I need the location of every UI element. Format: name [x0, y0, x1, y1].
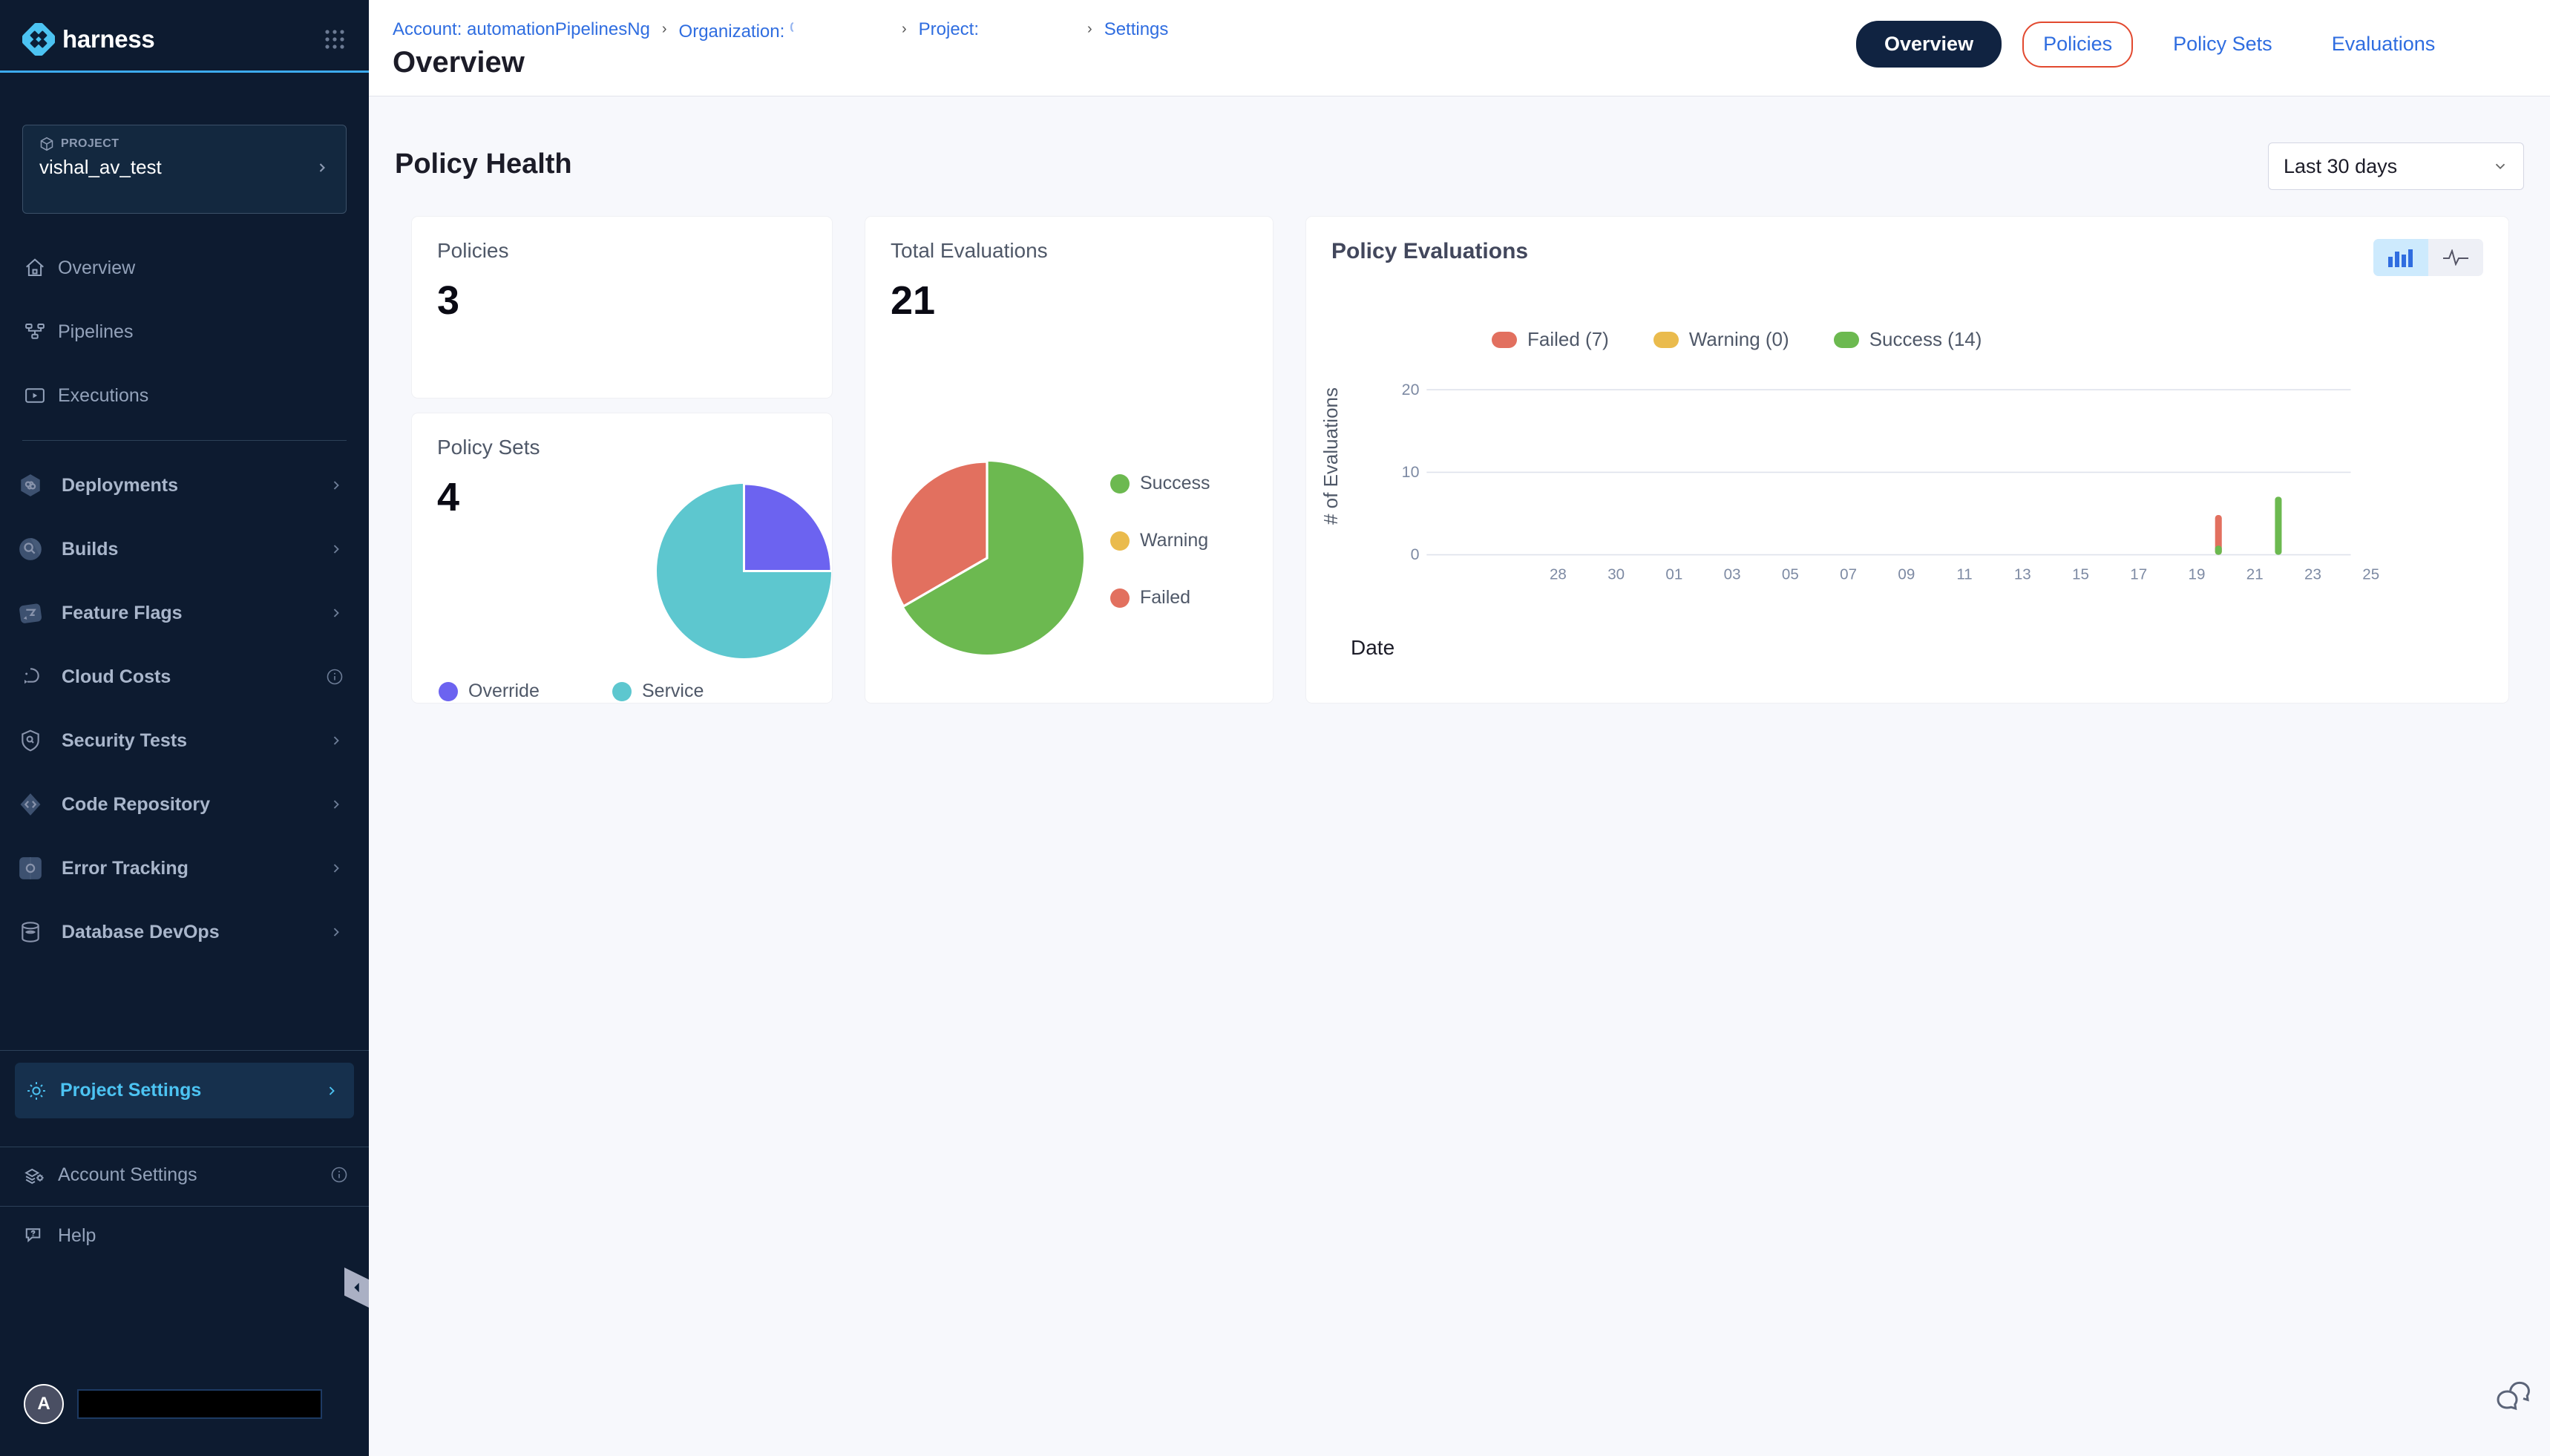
- svg-text:25: 25: [2362, 566, 2379, 583]
- svg-text:17: 17: [2130, 566, 2147, 583]
- svg-text:07: 07: [1840, 566, 1857, 583]
- svg-text:19: 19: [2189, 566, 2206, 583]
- svg-text:10: 10: [1402, 463, 1420, 481]
- svg-text:05: 05: [1782, 566, 1799, 583]
- svg-text:28: 28: [1550, 566, 1567, 583]
- svg-text:20: 20: [1402, 381, 1420, 399]
- svg-text:30: 30: [1607, 566, 1625, 583]
- svg-text:03: 03: [1724, 566, 1741, 583]
- svg-text:01: 01: [1665, 566, 1682, 583]
- svg-text:21: 21: [2246, 566, 2264, 583]
- svg-text:11: 11: [1956, 566, 1972, 583]
- svg-text:23: 23: [2304, 566, 2321, 583]
- svg-text:0: 0: [1411, 545, 1420, 563]
- svg-text:13: 13: [2014, 566, 2031, 583]
- svg-text:09: 09: [1898, 566, 1915, 583]
- svg-text:15: 15: [2072, 566, 2089, 583]
